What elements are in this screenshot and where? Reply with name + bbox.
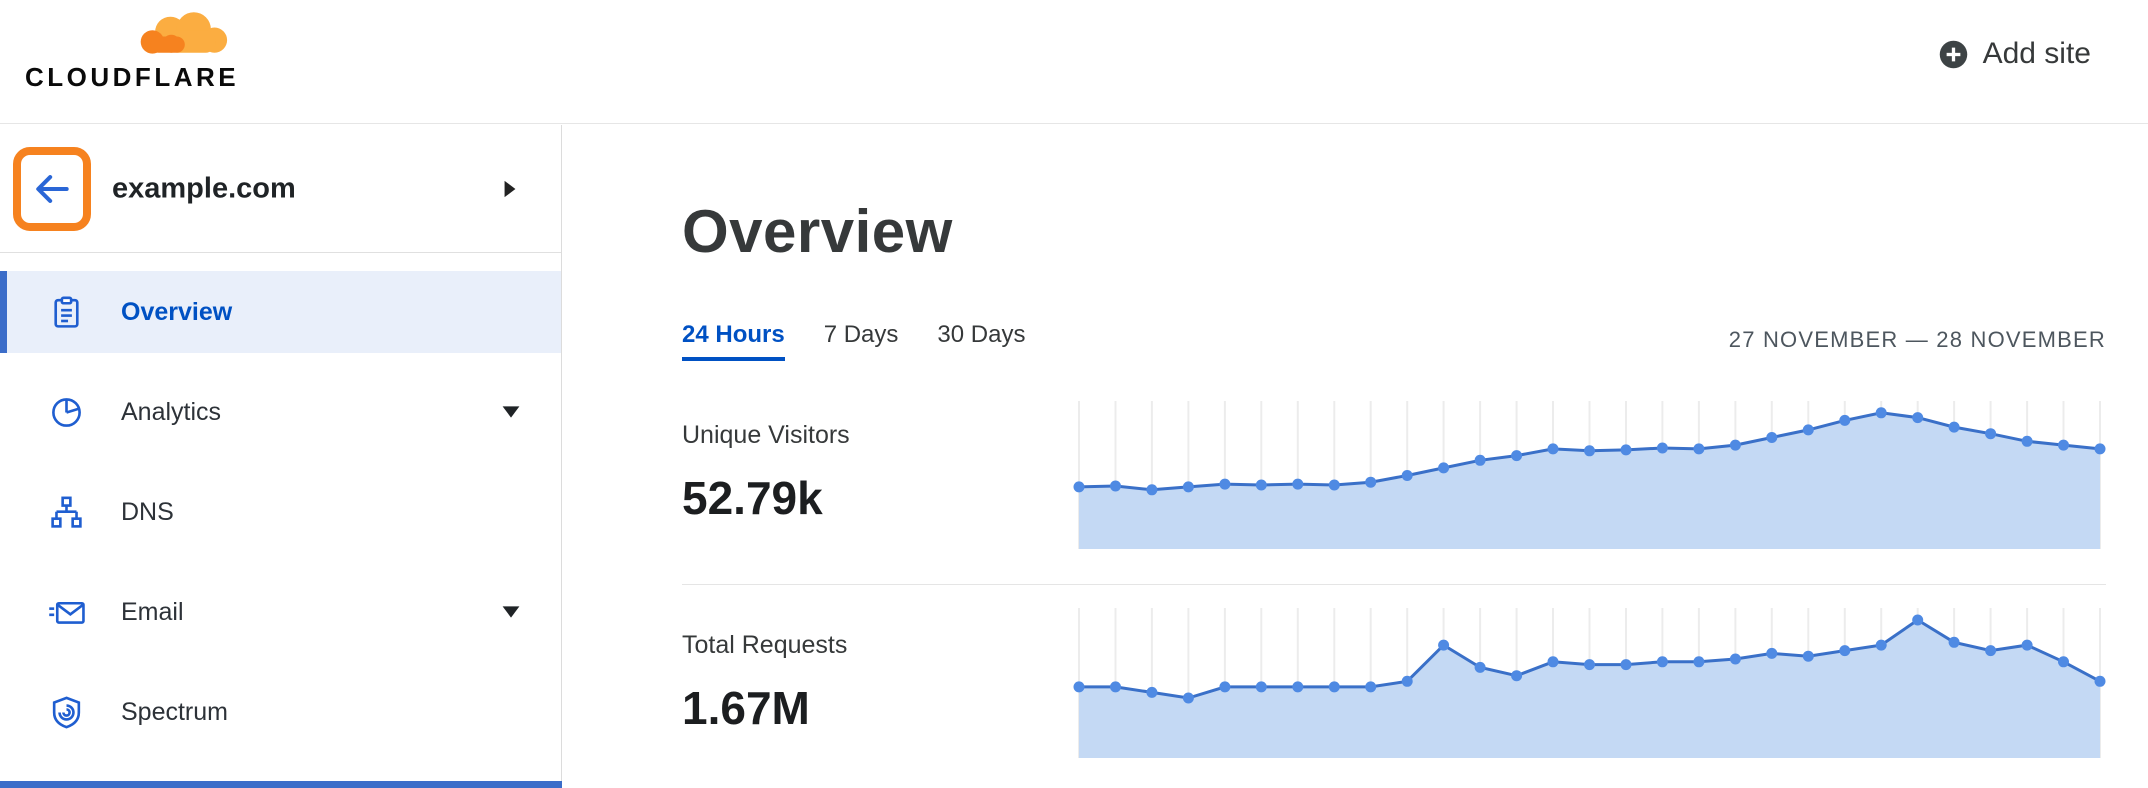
metric-value-unique-visitors: 52.79k [682,472,823,524]
add-site-label: Add site [1982,37,2091,70]
sidebar-item-label: Analytics [121,397,222,426]
add-site-button[interactable]: Add site [1937,37,2091,71]
sidebar-item-email[interactable]: Email [0,571,561,653]
site-name[interactable]: example.com [112,172,296,204]
metrics-divider [682,584,2106,585]
date-range-label: 27 NOVEMBER — 28 NOVEMBER [1728,327,2106,352]
tab-24-hours[interactable]: 24 Hours [682,321,785,361]
sidebar-item-label: DNS [121,497,174,526]
sidebar-item-label: Overview [121,297,233,326]
chevron-down-icon[interactable] [501,405,521,419]
sidebar-nav: Overview Analytics [0,253,561,753]
sidebar-item-label: Email [121,597,184,626]
arrow-left-icon [36,175,69,203]
sidebar-item-dns[interactable]: DNS [0,471,561,553]
cloudflare-wordmark: CLOUDFLARE [25,62,240,92]
tab-7-days[interactable]: 7 Days [823,321,899,348]
cloudflare-cloud-icon [140,12,228,54]
chevron-right-icon[interactable] [503,179,517,198]
back-button[interactable] [13,147,91,231]
sitemap-icon [51,496,82,528]
pie-chart-icon [52,397,81,427]
clipboard-icon [54,296,79,328]
unique-visitors-chart[interactable] [1073,401,2106,549]
envelope-icon [49,601,85,624]
metric-label-total-requests: Total Requests [682,631,848,659]
sidebar-next-item-indicator [0,781,562,788]
sidebar: example.com Overview [0,125,562,788]
sidebar-item-spectrum[interactable]: Spectrum [0,671,561,753]
shield-icon [52,695,81,729]
metric-label-unique-visitors: Unique Visitors [682,421,850,449]
sidebar-item-label: Spectrum [121,697,228,726]
tab-30-days[interactable]: 30 Days [937,321,1026,348]
site-switcher-row: example.com [0,125,561,253]
cloudflare-logo[interactable]: CLOUDFLARE [25,5,275,93]
plus-circle-icon [1939,40,1967,68]
page-title: Overview [682,198,953,265]
chevron-down-icon[interactable] [501,605,521,619]
time-range-tabs: 24 Hours 7 Days 30 Days [682,321,1025,361]
metric-value-total-requests: 1.67M [682,682,810,734]
top-header: CLOUDFLARE Add site [0,0,2148,124]
sidebar-item-overview[interactable]: Overview [0,271,561,353]
total-requests-chart[interactable] [1073,608,2106,758]
main-content: Overview 24 Hours 7 Days 30 Days 27 NOVE… [563,125,2148,788]
sidebar-item-analytics[interactable]: Analytics [0,371,561,453]
